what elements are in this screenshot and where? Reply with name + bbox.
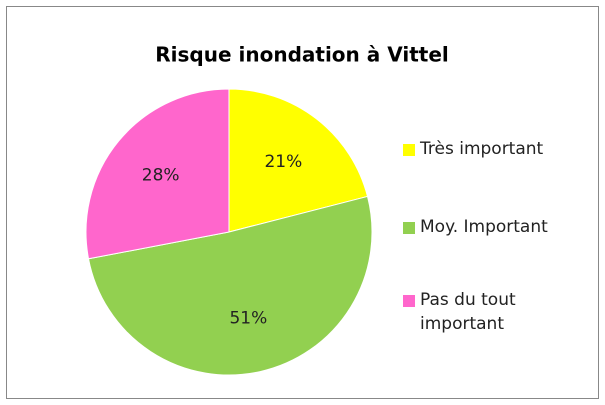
pie-slice <box>228 88 369 233</box>
legend-label: Moy. Important <box>420 217 548 237</box>
legend-swatch <box>403 144 415 156</box>
data-label: 28% <box>142 165 180 185</box>
pie-slice <box>85 88 230 260</box>
data-label: 51% <box>229 309 267 329</box>
legend-label: Pas du tout important <box>420 290 516 334</box>
chart-title: Risque inondation à Vittel <box>155 43 448 67</box>
pie-slice <box>87 195 373 376</box>
data-label: 21% <box>264 152 302 172</box>
legend-label: Très important <box>420 139 544 159</box>
legend-swatch <box>403 295 415 307</box>
legend-swatch <box>403 222 415 234</box>
